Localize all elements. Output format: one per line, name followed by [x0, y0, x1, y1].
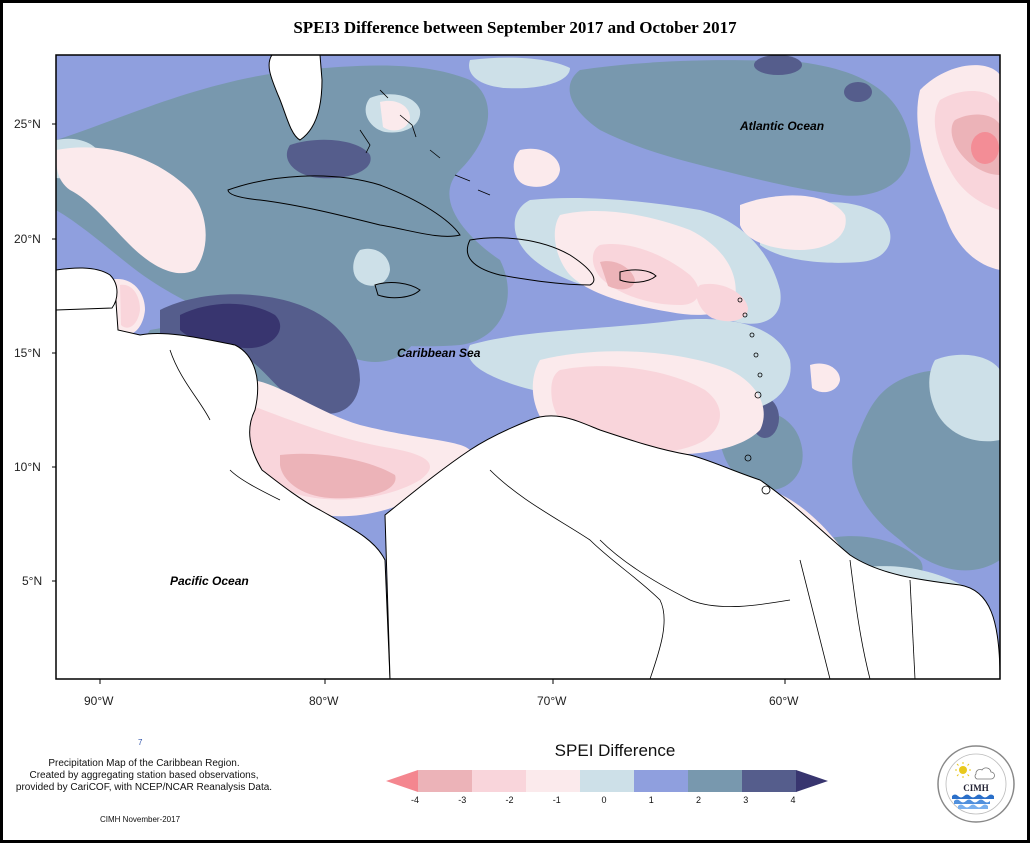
- wave-icon: [952, 794, 994, 809]
- credits-line-3: provided by CariCOF, with NCEP/NCAR Rean…: [15, 782, 273, 793]
- color-bar-arrow-high: [796, 770, 828, 792]
- cloud-icon: [974, 767, 995, 780]
- lon-label-70w: 70°W: [537, 694, 567, 708]
- label-atlantic-ocean: Atlantic Ocean: [740, 119, 825, 133]
- lat-label-20n: 20°N: [14, 232, 41, 246]
- lat-label-25n: 25°N: [14, 117, 41, 131]
- color-bar-tick-label: -3: [458, 795, 466, 805]
- color-bar-segment: [742, 770, 797, 792]
- lon-label-80w: 80°W: [309, 694, 339, 708]
- color-bar-tick-label: -4: [411, 795, 419, 805]
- color-bar-segment: [526, 770, 581, 792]
- plot-border: [55, 54, 1001, 680]
- map-plot-area: [56, 55, 1000, 679]
- lat-label-10n: 10°N: [14, 460, 41, 474]
- color-bar-segment: [472, 770, 527, 792]
- lon-label-60w: 60°W: [769, 694, 799, 708]
- color-bar-tick-label: 1: [649, 795, 654, 805]
- sun-icon: [955, 762, 971, 778]
- color-bar-tick-label: -1: [553, 795, 561, 805]
- lon-label-90w: 90°W: [84, 694, 114, 708]
- label-pacific-ocean: Pacific Ocean: [170, 574, 249, 588]
- lat-label-15n: 15°N: [14, 346, 41, 360]
- color-bar-tick-label: 0: [601, 795, 606, 805]
- color-bar-tick-label: 4: [790, 795, 795, 805]
- legend-title: SPEI Difference: [554, 741, 676, 760]
- color-bar-tick-label: 2: [696, 795, 701, 805]
- color-bar-segment: [418, 770, 473, 792]
- color-bar-arrow-low: [386, 770, 418, 792]
- label-caribbean-sea: Caribbean Sea: [397, 346, 481, 360]
- color-bar-segment: [688, 770, 743, 792]
- credits-text: Precipitation Map of the Caribbean Regio…: [8, 758, 280, 794]
- credits-date: CIMH November-2017: [100, 815, 181, 824]
- color-bar-tick-label: -2: [505, 795, 513, 805]
- axis-ticks: [52, 123, 786, 684]
- logo-text: CIMH: [963, 783, 989, 793]
- map-title: SPEI3 Difference between September 2017 …: [293, 18, 737, 37]
- color-bar: -4 -3 -2 -1 0 1 2 3 4: [386, 770, 828, 805]
- cimh-logo: CIMH: [937, 745, 1015, 823]
- credits-line-2: Created by aggregating station based obs…: [29, 770, 259, 781]
- small-mark: 7: [138, 738, 143, 747]
- color-bar-tick-label: 3: [743, 795, 748, 805]
- color-bar-segment: [634, 770, 689, 792]
- color-bar-segment: [580, 770, 635, 792]
- credits-line-1: Precipitation Map of the Caribbean Regio…: [48, 758, 240, 769]
- lat-label-5n: 5°N: [22, 574, 43, 588]
